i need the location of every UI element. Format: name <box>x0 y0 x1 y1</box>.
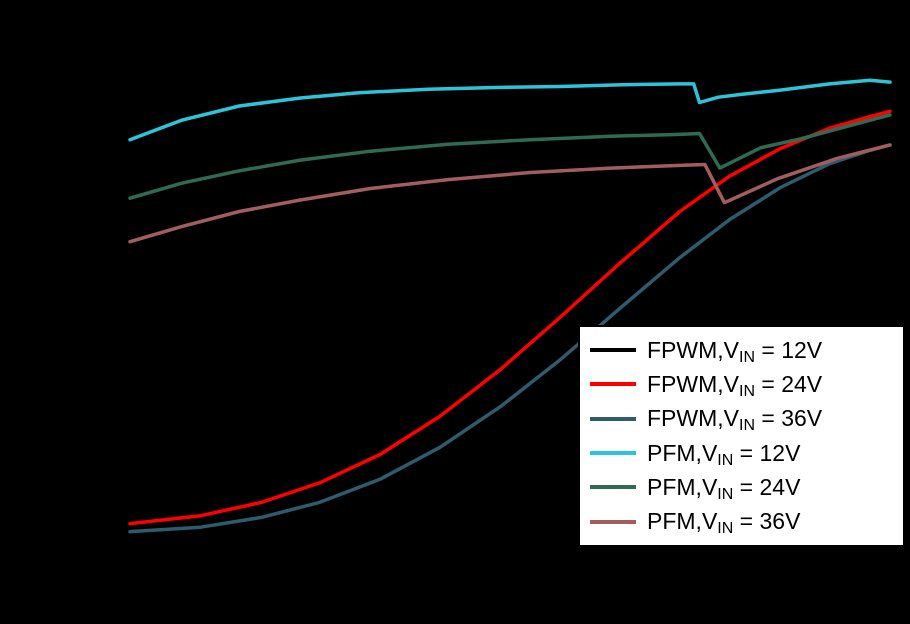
legend-label: FPWM,VIN = 36V <box>647 405 823 435</box>
legend-line-swatch <box>590 519 636 524</box>
legend-line-swatch <box>590 382 636 387</box>
legend-label: FPWM,VIN = 24V <box>647 370 823 400</box>
legend-label: PFM,VIN = 12V <box>647 439 801 469</box>
series-line-pfmv-36v <box>128 143 892 244</box>
legend-item: PFM,VIN = 12V <box>590 437 893 470</box>
legend-item: PFM,VIN = 36V <box>590 505 893 538</box>
legend-line-swatch <box>590 451 636 456</box>
legend-line-swatch <box>590 348 636 353</box>
legend: FPWM,VIN = 12V FPWM,VIN = 24V FPWM,VIN = 3… <box>578 325 905 547</box>
legend-item: FPWM,VIN = 36V <box>590 402 893 435</box>
series-line-fpwmv-36v <box>128 143 892 534</box>
legend-line-swatch <box>590 416 636 421</box>
legend-label: FPWM,VIN = 12V <box>647 336 823 366</box>
legend-item: PFM,VIN = 24V <box>590 471 893 504</box>
series-line-fpwmv-12v <box>128 107 892 518</box>
series-line-pfmv-24v <box>128 113 892 200</box>
legend-label: PFM,VIN = 36V <box>647 508 801 538</box>
legend-label: PFM,VIN = 24V <box>647 473 801 503</box>
series-line-pfmv-12v <box>128 78 892 142</box>
legend-item: FPWM,VIN = 24V <box>590 368 893 401</box>
legend-line-swatch <box>590 485 636 490</box>
legend-item: FPWM,VIN = 12V <box>590 334 893 367</box>
